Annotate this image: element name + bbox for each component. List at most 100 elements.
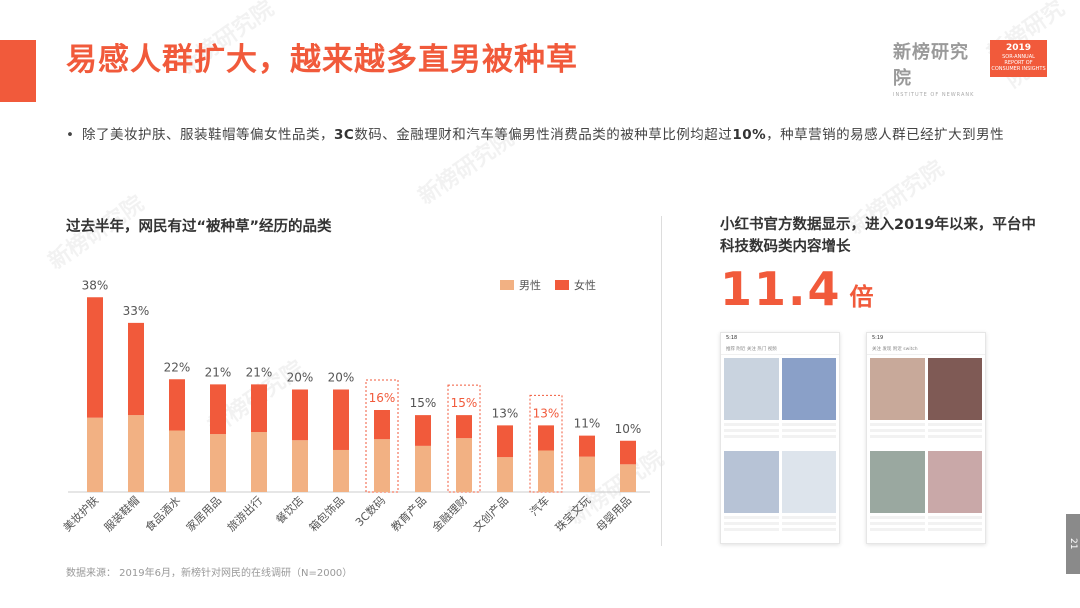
summary-bullet: • 除了美妆护肤、服装鞋帽等偏女性品类，3C数码、金融理财和汽车等偏男性消费品类… xyxy=(66,124,1036,146)
bar-male xyxy=(251,432,267,492)
bar-female xyxy=(620,440,636,465)
page-number: 21 xyxy=(1066,514,1080,574)
feed-image xyxy=(781,358,836,420)
bar-total-label: 33% xyxy=(123,304,150,318)
bar-male xyxy=(456,438,472,492)
phone-screenshot: 5:19 关注 发现 附近 switch xyxy=(866,332,986,544)
category-label: 美妆护肤 xyxy=(60,493,101,534)
bar-total-label: 20% xyxy=(287,371,314,385)
bar-male xyxy=(415,445,431,492)
bar-male xyxy=(87,417,103,492)
phone-status-time: 5:19 xyxy=(872,335,884,341)
category-label: 金融理财 xyxy=(429,493,470,534)
category-label: 服装鞋帽 xyxy=(101,493,142,534)
brand-name: 新榜研究院 xyxy=(893,42,969,89)
category-bar-chart: 38% 美妆护肤 33% 服装鞋帽 22% 食品酒水 21% 家居用品 21% 旅游出行 20% 餐饮… xyxy=(60,278,650,534)
feed-card xyxy=(724,358,779,448)
bar-total-label: 20% xyxy=(328,371,355,385)
bar-total-label: 10% xyxy=(615,422,642,436)
category-label: 教育产品 xyxy=(388,493,429,534)
bar-female xyxy=(292,389,308,441)
bar-male xyxy=(538,450,554,492)
section-divider xyxy=(661,216,662,546)
bar-female xyxy=(333,389,349,450)
feed-image xyxy=(724,451,779,513)
growth-unit: 倍 xyxy=(849,283,874,311)
report-badge: 2019 SOR-ANNUAL REPORT OF CONSUMER INSIG… xyxy=(990,40,1047,77)
bar-male xyxy=(374,439,390,492)
title-accent-bar xyxy=(0,40,36,102)
feed-card xyxy=(927,451,982,541)
bar-female xyxy=(87,297,103,418)
report-line: REPORT OF xyxy=(1004,60,1033,66)
bar-total-label: 15% xyxy=(410,396,437,410)
bar-female xyxy=(169,379,185,431)
growth-stat: 11.4 倍 xyxy=(720,262,874,316)
category-label: 旅游出行 xyxy=(224,493,265,534)
bar-total-label: 13% xyxy=(492,406,519,420)
bar-female xyxy=(374,410,390,440)
category-label: 汽车 xyxy=(527,493,552,518)
feed-card xyxy=(781,451,836,541)
bar-male xyxy=(333,449,349,492)
phone-status-time: 5:18 xyxy=(726,335,738,341)
category-label: 箱包饰品 xyxy=(306,493,347,534)
category-label: 餐饮店 xyxy=(273,493,306,526)
bar-total-label: 21% xyxy=(246,365,273,379)
feed-image xyxy=(927,358,982,420)
bar-total-label: 13% xyxy=(533,406,560,420)
report-year: 2019 xyxy=(1005,43,1032,53)
bar-total-label: 22% xyxy=(164,360,191,374)
bullet-text: 除了美妆护肤、服装鞋帽等偏女性品类，3C数码、金融理财和汽车等偏男性消费品类的被… xyxy=(82,127,1005,143)
category-label: 食品酒水 xyxy=(142,493,183,534)
bar-male xyxy=(497,457,513,492)
stat-heading: 小红书官方数据显示，进入2019年以来，平台中科技数码类内容增长 xyxy=(720,217,1036,255)
bar-total-label: 38% xyxy=(82,278,109,292)
phone-screenshot: 5:18 推荐 附近 关注 热门 视频 xyxy=(720,332,840,544)
feed-image xyxy=(781,451,836,513)
feed-card xyxy=(870,451,925,541)
bar-female xyxy=(128,322,144,416)
feed-card xyxy=(724,451,779,541)
bar-female xyxy=(251,384,267,433)
bar-total-label: 15% xyxy=(451,396,478,410)
bar-male xyxy=(210,434,226,492)
bar-total-label: 11% xyxy=(574,417,601,431)
bar-male xyxy=(169,430,185,492)
category-label: 珠宝文玩 xyxy=(552,493,593,534)
category-label: 文创产品 xyxy=(470,493,511,534)
feed-card xyxy=(927,358,982,448)
phone-tabs: 推荐 附近 关注 热门 视频 xyxy=(721,345,839,355)
bar-male xyxy=(128,415,144,492)
bullet-dot: • xyxy=(66,127,75,143)
bar-male xyxy=(292,440,308,492)
feed-card xyxy=(781,358,836,448)
bar-male xyxy=(579,456,595,492)
growth-number: 11.4 xyxy=(720,262,842,316)
legend-swatch-male xyxy=(500,280,514,290)
brand-subtitle: INSTITUTE OF NEWRANK xyxy=(893,92,975,98)
bar-female xyxy=(415,415,431,446)
report-line: CONSUMER INSIGHTS xyxy=(991,66,1046,72)
bar-female xyxy=(210,384,226,435)
bar-total-label: 21% xyxy=(205,365,232,379)
bar-male xyxy=(620,464,636,492)
feed-card xyxy=(870,358,925,448)
bar-female xyxy=(456,415,472,439)
brand-logo: 新榜研究院 INSTITUTE OF NEWRANK xyxy=(893,38,983,98)
highlight-box xyxy=(447,384,481,493)
page-title: 易感人群扩大，越来越多直男被种草 xyxy=(66,42,578,78)
report-line: SOR-ANNUAL xyxy=(1002,54,1035,60)
bar-female xyxy=(497,425,513,458)
legend-swatch-female xyxy=(555,280,569,290)
category-label: 母婴用品 xyxy=(594,494,634,534)
legend-label-male: 男性 xyxy=(519,278,541,292)
category-label: 家居用品 xyxy=(183,493,224,534)
legend-label-female: 女性 xyxy=(574,278,596,292)
bar-female xyxy=(538,425,554,451)
feed-image xyxy=(870,451,925,513)
bar-total-label: 16% xyxy=(369,391,396,405)
data-source-note: 数据来源： 2019年6月，新榜针对网民的在线调研（N=2000） xyxy=(66,568,353,579)
chart-section-title: 过去半年，网民有过“被种草”经历的品类 xyxy=(66,219,332,235)
feed-image xyxy=(724,358,779,420)
